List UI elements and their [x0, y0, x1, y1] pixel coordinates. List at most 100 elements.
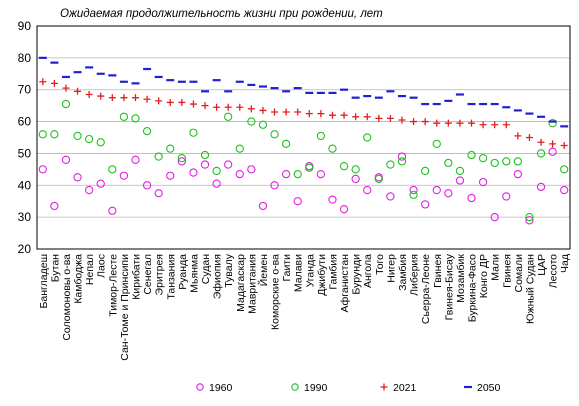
data-point-2021 [305, 110, 313, 118]
data-point-2021 [421, 118, 429, 126]
data-point-2021 [271, 108, 279, 116]
y-tick-label: 80 [18, 51, 32, 65]
data-point-1990 [200, 150, 210, 160]
x-category-label: Руанда [177, 254, 189, 290]
data-point-1990 [316, 131, 326, 141]
data-point-2021 [410, 118, 418, 126]
data-point-1960 [142, 181, 152, 190]
data-point-1960 [490, 212, 499, 222]
data-point-1990 [235, 144, 244, 153]
data-point-1960 [270, 181, 279, 190]
data-point-1990 [490, 158, 499, 168]
data-point-1990 [421, 166, 430, 176]
data-point-1990 [444, 158, 453, 168]
data-point-2021 [456, 119, 464, 127]
data-point-1960 [339, 205, 349, 214]
x-category-label: Уганда [304, 254, 316, 288]
data-point-2021 [178, 98, 186, 106]
data-point-2021 [247, 105, 255, 113]
data-point-2021 [74, 87, 82, 95]
data-point-1990 [351, 165, 360, 174]
y-tick-label: 60 [18, 115, 32, 129]
data-point-1990 [305, 163, 314, 172]
data-point-1990 [409, 190, 418, 199]
x-category-label: Гвинея [432, 254, 444, 288]
x-category-label: Сьерра-Леоне [420, 254, 432, 324]
x-category-label: Бангладеш [38, 254, 50, 308]
x-category-label: Мьянма [188, 254, 200, 293]
data-point-2021 [236, 103, 244, 111]
data-point-1960 [166, 171, 175, 180]
data-point-1990 [96, 138, 105, 147]
data-point-1960 [131, 155, 140, 164]
x-category-label: Гвинея [501, 254, 513, 288]
data-point-1990 [131, 114, 140, 123]
data-point-2021 [363, 113, 371, 121]
data-point-2021 [398, 116, 406, 124]
data-point-2021 [525, 134, 533, 141]
data-point-2021 [328, 111, 336, 119]
data-point-1990 [166, 144, 175, 153]
data-point-1960 [444, 189, 453, 198]
x-category-label: Буркина-Фасо [467, 254, 479, 322]
data-point-1990 [386, 160, 395, 169]
gridlines [37, 57, 570, 218]
data-point-2021 [514, 132, 522, 140]
data-point-1960 [38, 165, 47, 174]
data-point-1990 [339, 162, 349, 171]
x-category-label: Эритрея [154, 254, 166, 295]
legend-item-1990: 1990 [291, 382, 328, 394]
data-point-1990 [293, 169, 302, 179]
data-point-2021 [294, 108, 302, 116]
x-category-label: Южный Судан [524, 254, 536, 324]
y-tick-label: 90 [18, 19, 32, 33]
legend-label: 1990 [304, 382, 328, 394]
data-point-1960 [409, 185, 418, 195]
data-point-1990 [212, 166, 221, 176]
x-category-label: Мали [490, 254, 502, 281]
legend-marker [196, 383, 204, 391]
x-category-label: Бурунди [351, 254, 363, 295]
legend-item-1960: 1960 [196, 382, 233, 394]
data-point-1990 [73, 131, 82, 141]
data-point-1960 [560, 185, 569, 195]
x-category-label: Мадагаскар [235, 254, 247, 312]
legend: 1960 1990 2021 2050 [196, 382, 501, 394]
data-point-2021 [155, 97, 163, 105]
data-point-2021 [39, 78, 47, 86]
data-point-1990 [108, 165, 117, 174]
data-point-1960 [177, 157, 186, 166]
x-category-label: Лесото [548, 254, 560, 288]
x-category-label: Чад [559, 254, 571, 273]
data-point-1960 [247, 165, 256, 174]
data-point-1960 [363, 185, 372, 195]
data-point-2021 [468, 119, 476, 127]
data-point-2021 [120, 94, 128, 102]
data-point-1960 [258, 201, 268, 211]
data-point-1990 [502, 157, 511, 166]
x-category-label: Гаити [281, 254, 293, 282]
y-tick-label: 40 [18, 178, 32, 192]
y-tick-label: 20 [18, 242, 32, 256]
data-point-2021 [143, 95, 151, 103]
data-point-1960 [281, 169, 291, 179]
x-category-label: Тувалу [223, 253, 235, 288]
data-point-1990 [328, 144, 337, 153]
y-tick-label: 50 [18, 146, 32, 160]
data-point-1960 [73, 173, 82, 182]
data-point-1990 [224, 112, 233, 121]
series-1990 [38, 99, 569, 222]
x-category-label: Бутан [49, 254, 61, 282]
data-point-1960 [200, 160, 210, 169]
data-point-1990 [119, 112, 129, 121]
x-category-label: Коморские о-ва [270, 254, 282, 330]
data-point-1960 [502, 192, 511, 201]
legend-label: 1960 [209, 382, 233, 394]
x-category-label: Непал [84, 254, 96, 285]
data-point-1990 [189, 128, 198, 137]
x-category-label: Гвинея-Бисау [443, 253, 455, 320]
data-point-1960 [328, 195, 337, 204]
x-category-label: Тимор-Лесте [107, 254, 119, 317]
data-point-2021 [491, 121, 499, 129]
